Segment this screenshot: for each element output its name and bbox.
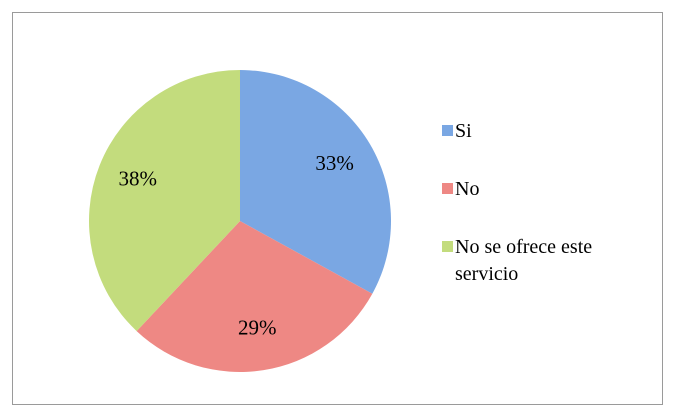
legend-swatch [442,125,453,136]
pie-slice [89,70,240,332]
legend-swatch [442,183,453,194]
legend-label: No se ofrece este servicio [455,236,593,285]
data-label: 38% [118,166,157,190]
legend-label: Si [455,120,472,142]
legend-swatch [442,241,453,252]
data-label: 29% [238,315,277,339]
legend-item: No se ofrece este servicio [442,234,642,288]
legend-label: No [455,178,480,200]
legend: Si No No se ofrece este servicio [442,118,642,319]
legend-item: Si [442,118,642,145]
pie-slice [240,70,392,294]
pie-slice [136,221,373,372]
legend-item: No [442,176,642,203]
data-label: 33% [315,151,354,175]
